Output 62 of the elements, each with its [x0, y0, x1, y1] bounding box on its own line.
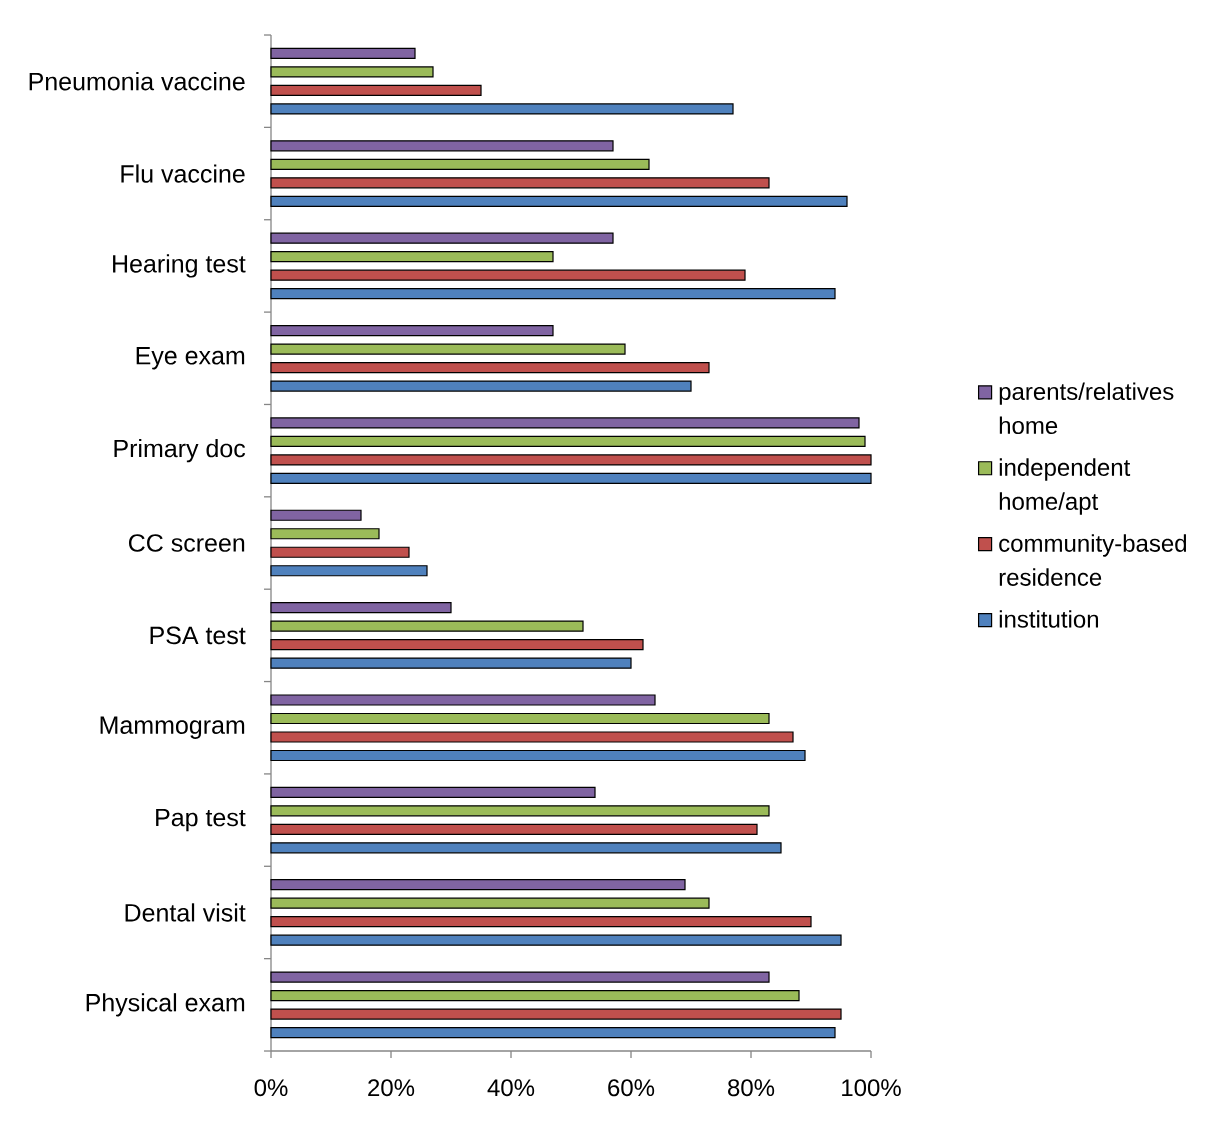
bar: [270, 288, 836, 300]
x-tick-label: 100%: [842, 1079, 901, 1097]
bar: [270, 602, 452, 614]
bar: [270, 934, 842, 946]
bar: [270, 472, 872, 484]
bar: [270, 657, 632, 669]
bar: [270, 528, 380, 540]
y-tick-label: PSA test: [150, 626, 246, 645]
bar: [270, 786, 596, 798]
bar: [270, 435, 866, 447]
bar: [270, 103, 734, 115]
bar: [270, 546, 410, 558]
bar: [270, 177, 770, 189]
bar: [270, 269, 746, 281]
y-tick-label: Flu vaccine: [121, 164, 245, 183]
legend-label: institution: [999, 610, 1099, 628]
x-tick-label: 20%: [368, 1079, 415, 1097]
y-tick-label: Physical exam: [86, 993, 245, 1017]
y-tick-label: Mammogram: [100, 716, 245, 739]
y-tick-label: CC screen: [128, 534, 245, 552]
bar: [270, 823, 758, 835]
bar: [270, 1026, 836, 1039]
bar: [270, 47, 416, 60]
bar: [270, 251, 554, 263]
bar: [270, 509, 362, 521]
bar: [270, 343, 626, 355]
bar: [270, 712, 770, 725]
bar: [270, 324, 554, 337]
bar: [270, 84, 482, 97]
y-tick-label: Primary doc: [114, 439, 246, 463]
y-tick-label: Eye exam: [136, 347, 245, 370]
bar: [270, 749, 806, 762]
bar: [270, 805, 770, 817]
bar: [270, 639, 644, 651]
bar: [270, 565, 428, 577]
bar: [270, 694, 656, 706]
bar: [270, 897, 710, 909]
y-tick-label: Dental visit: [125, 903, 246, 922]
bar: [270, 195, 848, 207]
bar: [270, 916, 812, 928]
x-tick-label: 60%: [608, 1079, 655, 1097]
x-tick-label: 40%: [487, 1079, 535, 1097]
bar: [270, 454, 872, 466]
bar: [270, 232, 614, 244]
bar: [270, 842, 782, 854]
bar: [270, 1008, 842, 1020]
bar: [270, 879, 686, 891]
bar: [270, 989, 800, 1002]
bar: [270, 380, 692, 392]
y-tick-label: Pap test: [156, 808, 246, 832]
bar: [270, 731, 794, 743]
y-tick-label: Pneumonia vaccine: [29, 72, 245, 91]
bar: [270, 140, 614, 152]
bar: [270, 417, 860, 429]
bar: [270, 158, 650, 170]
x-tick-label: 80%: [728, 1079, 775, 1097]
bar: [270, 971, 770, 983]
bar: [270, 66, 434, 78]
bar: [270, 620, 584, 632]
y-tick-label: Hearing test: [113, 254, 246, 278]
x-tick-label: 0%: [254, 1079, 288, 1097]
bar: [270, 361, 710, 374]
